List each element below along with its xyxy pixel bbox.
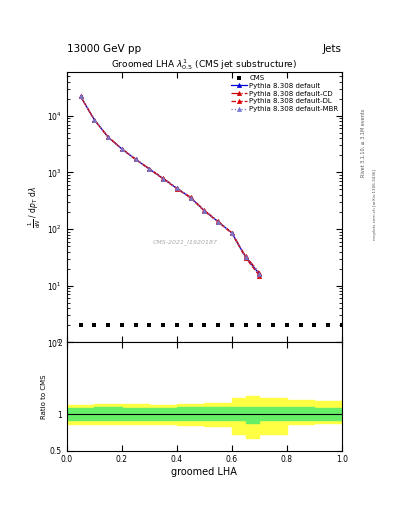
- Pythia 8.308 default: [257, 271, 262, 277]
- Pythia 8.308 default-MBR: [92, 117, 97, 123]
- Pythia 8.308 default-DL: [147, 166, 152, 172]
- Pythia 8.308 default-MBR: [119, 146, 124, 152]
- CMS: [242, 321, 249, 329]
- Pythia 8.308 default-DL: [161, 176, 165, 182]
- Pythia 8.308 default: [243, 254, 248, 260]
- Pythia 8.308 default-MBR: [106, 134, 110, 140]
- Pythia 8.308 default-MBR: [257, 271, 262, 277]
- Legend: CMS, Pythia 8.308 default, Pythia 8.308 default-CD, Pythia 8.308 default-DL, Pyt: CMS, Pythia 8.308 default, Pythia 8.308 …: [230, 74, 340, 114]
- Pythia 8.308 default-CD: [161, 175, 165, 181]
- Pythia 8.308 default-DL: [92, 117, 97, 123]
- CMS: [325, 321, 331, 329]
- Y-axis label: Ratio to CMS: Ratio to CMS: [41, 374, 47, 419]
- Pythia 8.308 default-CD: [133, 156, 138, 162]
- Line: Pythia 8.308 default-MBR: Pythia 8.308 default-MBR: [79, 94, 261, 276]
- Pythia 8.308 default: [174, 185, 179, 191]
- Pythia 8.308 default-DL: [202, 208, 207, 214]
- Line: Pythia 8.308 default-DL: Pythia 8.308 default-DL: [79, 94, 261, 278]
- Pythia 8.308 default: [202, 208, 207, 214]
- Text: 13000 GeV pp: 13000 GeV pp: [67, 44, 141, 54]
- Pythia 8.308 default-DL: [174, 186, 179, 192]
- Pythia 8.308 default-CD: [78, 93, 83, 99]
- Pythia 8.308 default-MBR: [202, 208, 207, 214]
- Text: mcplots.cern.ch [arXiv:1306.3436]: mcplots.cern.ch [arXiv:1306.3436]: [373, 169, 377, 240]
- Text: Rivet 3.1.10, ≥ 3.1M events: Rivet 3.1.10, ≥ 3.1M events: [361, 109, 366, 178]
- Pythia 8.308 default: [133, 156, 138, 162]
- Pythia 8.308 default-CD: [188, 194, 193, 200]
- Pythia 8.308 default-CD: [243, 253, 248, 260]
- Pythia 8.308 default-MBR: [161, 176, 165, 182]
- CMS: [270, 321, 276, 329]
- Pythia 8.308 default-DL: [188, 195, 193, 201]
- Pythia 8.308 default-MBR: [216, 219, 220, 225]
- CMS: [201, 321, 208, 329]
- Pythia 8.308 default-MBR: [243, 254, 248, 260]
- CMS: [132, 321, 139, 329]
- CMS: [298, 321, 304, 329]
- Pythia 8.308 default: [119, 146, 124, 152]
- Pythia 8.308 default: [161, 176, 165, 182]
- Text: Jets: Jets: [323, 44, 342, 54]
- CMS: [91, 321, 97, 329]
- Pythia 8.308 default: [78, 93, 83, 99]
- Line: Pythia 8.308 default: Pythia 8.308 default: [79, 94, 261, 276]
- Pythia 8.308 default-DL: [78, 93, 83, 99]
- CMS: [146, 321, 152, 329]
- Pythia 8.308 default-DL: [230, 230, 234, 237]
- Pythia 8.308 default-MBR: [174, 185, 179, 191]
- CMS: [77, 321, 84, 329]
- CMS: [215, 321, 221, 329]
- Pythia 8.308 default: [216, 219, 220, 225]
- Pythia 8.308 default-CD: [230, 230, 234, 236]
- Pythia 8.308 default-DL: [106, 134, 110, 140]
- Pythia 8.308 default-MBR: [188, 195, 193, 201]
- Pythia 8.308 default: [106, 134, 110, 140]
- CMS: [105, 321, 111, 329]
- Title: Groomed LHA $\lambda^{1}_{0.5}$ (CMS jet substructure): Groomed LHA $\lambda^{1}_{0.5}$ (CMS jet…: [111, 57, 298, 72]
- Pythia 8.308 default-MBR: [133, 156, 138, 162]
- Pythia 8.308 default: [92, 117, 97, 123]
- Pythia 8.308 default-DL: [216, 219, 220, 225]
- Pythia 8.308 default-CD: [147, 166, 152, 172]
- Pythia 8.308 default: [230, 230, 234, 236]
- Y-axis label: $\frac{1}{\mathrm{d}N}$ / $\mathrm{d}p_{T}$ $\mathrm{d}\lambda$: $\frac{1}{\mathrm{d}N}$ / $\mathrm{d}p_{…: [27, 186, 43, 228]
- Pythia 8.308 default: [188, 195, 193, 201]
- Pythia 8.308 default-DL: [119, 146, 124, 152]
- Pythia 8.308 default-CD: [106, 134, 110, 140]
- Pythia 8.308 default-CD: [174, 185, 179, 191]
- CMS: [174, 321, 180, 329]
- Line: Pythia 8.308 default-CD: Pythia 8.308 default-CD: [79, 94, 261, 275]
- Pythia 8.308 default-MBR: [78, 93, 83, 99]
- Pythia 8.308 default: [147, 166, 152, 172]
- X-axis label: groomed LHA: groomed LHA: [171, 467, 237, 477]
- Pythia 8.308 default-DL: [243, 255, 248, 261]
- Pythia 8.308 default-DL: [257, 272, 262, 279]
- Pythia 8.308 default-CD: [119, 145, 124, 152]
- Pythia 8.308 default-MBR: [147, 166, 152, 172]
- CMS: [311, 321, 318, 329]
- Pythia 8.308 default-MBR: [230, 230, 234, 236]
- Pythia 8.308 default-CD: [257, 269, 262, 275]
- CMS: [229, 321, 235, 329]
- Pythia 8.308 default-CD: [92, 117, 97, 123]
- CMS: [160, 321, 166, 329]
- Pythia 8.308 default-CD: [202, 207, 207, 214]
- Pythia 8.308 default-CD: [216, 218, 220, 224]
- CMS: [119, 321, 125, 329]
- Text: CMS-2021_I1920187: CMS-2021_I1920187: [152, 239, 218, 245]
- CMS: [284, 321, 290, 329]
- CMS: [187, 321, 194, 329]
- CMS: [256, 321, 263, 329]
- CMS: [339, 321, 345, 329]
- Pythia 8.308 default-DL: [133, 156, 138, 162]
